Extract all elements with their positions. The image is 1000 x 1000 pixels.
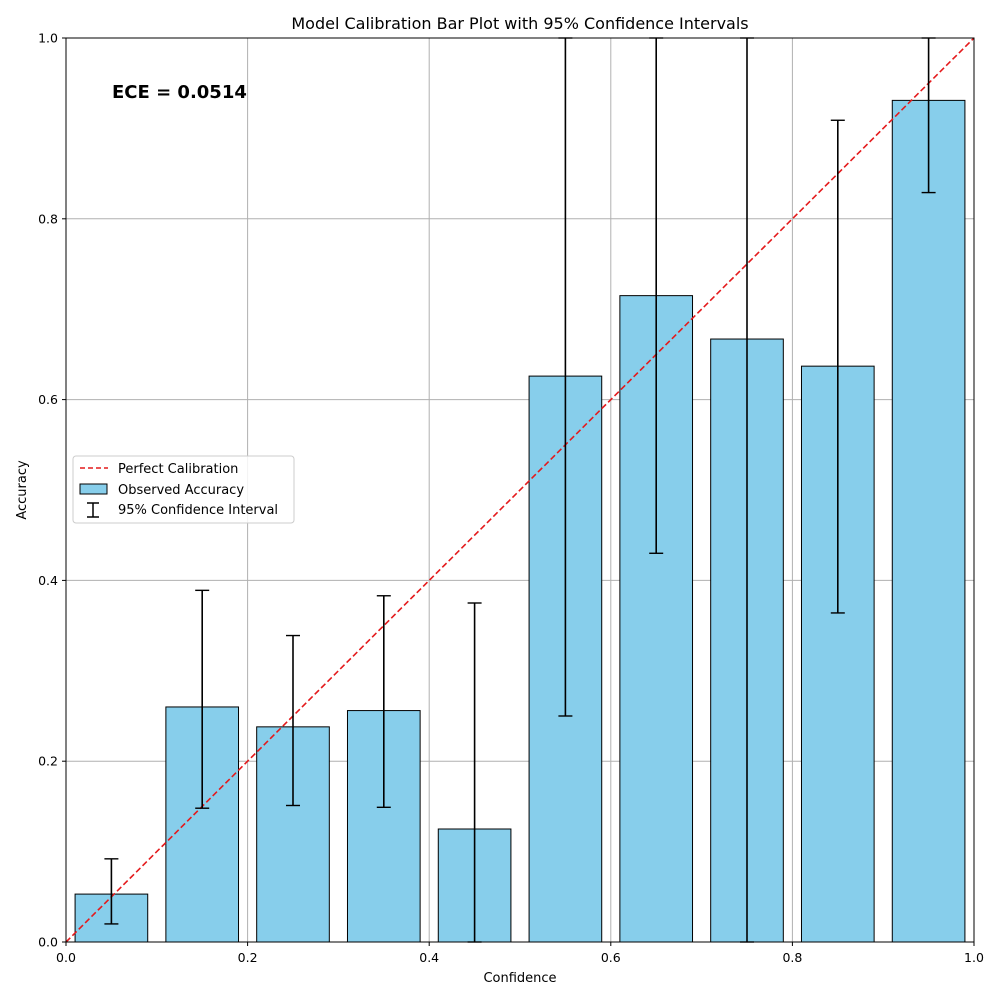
y-tick-label: 0.8 [38,211,58,226]
reference-line-group [65,37,975,943]
plot-frame [65,37,975,943]
legend-label-perfect-calibration: Perfect Calibration [118,462,238,477]
error-bars-group [104,37,936,943]
y-tick-label: 1.0 [38,31,58,46]
legend-label-confidence-interval: 95% Confidence Interval [118,503,278,518]
x-tick-label: 0.8 [782,950,802,965]
x-tick-label: 0.6 [601,950,621,965]
bar [891,99,966,943]
y-tick-label: 0.4 [38,573,58,588]
legend-box [72,455,295,524]
x-tick-label: 0.4 [419,950,439,965]
x-axis-label: Confidence [483,971,556,986]
ece-annotation: ECE = 0.0514 [112,82,247,103]
y-ticks: 0.0 0.2 0.4 0.6 0.8 1.0 [38,31,66,950]
y-tick-label: 0.0 [38,935,58,950]
x-tick-label: 0.2 [238,950,258,965]
legend-swatch-confidence-interval [87,502,99,518]
y-tick-label: 0.6 [38,392,58,407]
x-tick-label: 1.0 [964,950,984,965]
chart-title: Model Calibration Bar Plot with 95% Conf… [291,14,748,33]
y-tick-label: 0.2 [38,754,58,769]
legend-swatch-observed-accuracy [79,483,108,495]
x-ticks: 0.0 0.2 0.4 0.6 0.8 1.0 [56,942,984,965]
x-tick-label: 0.0 [56,950,76,965]
legend: Perfect Calibration Observed Accuracy 95… [72,455,295,524]
legend-label-observed-accuracy: Observed Accuracy [118,483,244,498]
y-axis-label: Accuracy [15,460,30,520]
perfect-calibration-line [65,37,975,943]
